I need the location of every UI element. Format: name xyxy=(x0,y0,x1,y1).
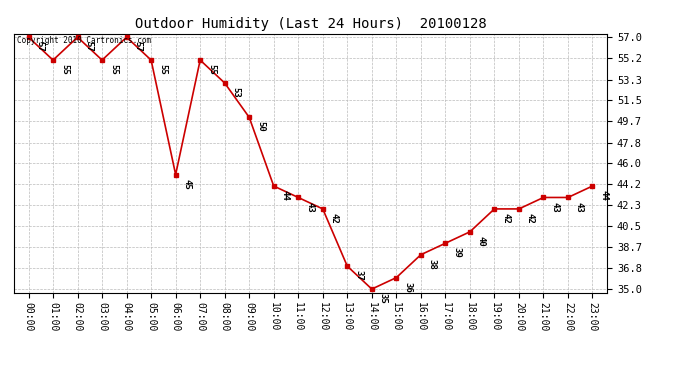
Text: Copyright 2010 Cartronics.com: Copyright 2010 Cartronics.com xyxy=(17,36,151,45)
Text: 37: 37 xyxy=(354,270,363,281)
Text: 43: 43 xyxy=(551,202,560,212)
Text: 44: 44 xyxy=(281,190,290,201)
Text: 57: 57 xyxy=(134,41,143,52)
Text: 55: 55 xyxy=(109,64,118,75)
Text: 40: 40 xyxy=(477,236,486,247)
Text: 39: 39 xyxy=(453,248,462,258)
Title: Outdoor Humidity (Last 24 Hours)  20100128: Outdoor Humidity (Last 24 Hours) 2010012… xyxy=(135,17,486,31)
Text: 55: 55 xyxy=(60,64,69,75)
Text: 43: 43 xyxy=(575,202,584,212)
Text: 42: 42 xyxy=(502,213,511,224)
Text: 42: 42 xyxy=(330,213,339,224)
Text: 43: 43 xyxy=(305,202,314,212)
Text: 50: 50 xyxy=(256,122,265,132)
Text: 35: 35 xyxy=(379,293,388,304)
Text: 38: 38 xyxy=(428,259,437,270)
Text: 45: 45 xyxy=(183,179,192,189)
Text: 57: 57 xyxy=(84,41,94,52)
Text: 57: 57 xyxy=(35,41,44,52)
Text: 44: 44 xyxy=(600,190,609,201)
Text: 36: 36 xyxy=(403,282,412,292)
Text: 42: 42 xyxy=(526,213,535,224)
Text: 55: 55 xyxy=(207,64,216,75)
Text: 55: 55 xyxy=(158,64,167,75)
Text: 53: 53 xyxy=(232,87,241,98)
